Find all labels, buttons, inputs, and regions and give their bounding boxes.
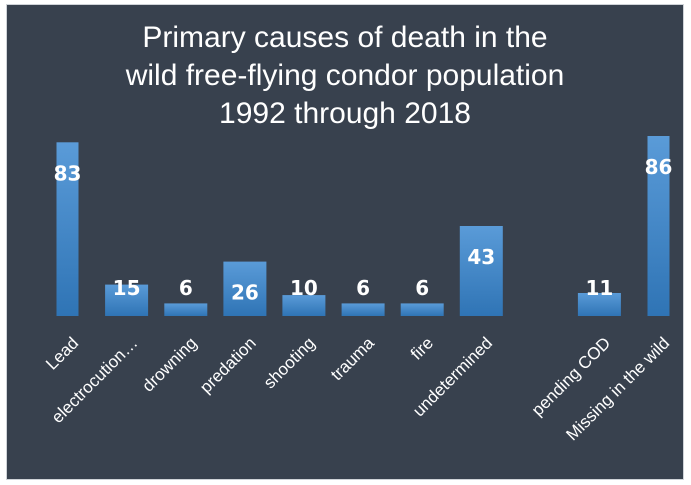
category-label-trauma: trauma xyxy=(327,333,378,384)
bar-undetermined xyxy=(459,226,503,316)
category-label-lead: Lead xyxy=(42,333,82,373)
bar-lead xyxy=(56,142,79,316)
bars-group xyxy=(56,136,670,316)
bar-predation xyxy=(223,261,267,316)
data-label-fire: 6 xyxy=(415,276,429,300)
data-label-pending-cod: 11 xyxy=(585,276,613,300)
chart-title-line-2: wild free-flying condor population xyxy=(125,59,565,92)
bar-electrocution xyxy=(105,284,149,316)
data-label-undetermined: 43 xyxy=(467,245,495,269)
chart-title-line-1: Primary causes of death in the xyxy=(142,21,548,54)
bar-fire xyxy=(400,303,444,316)
category-label-drowning: drowning xyxy=(138,333,200,395)
category-label-predation: predation xyxy=(196,333,260,397)
data-label-predation: 26 xyxy=(231,281,259,305)
data-label-electrocution: 15 xyxy=(113,276,141,300)
bar-missing-in-the-wild xyxy=(647,136,670,316)
bar-shooting xyxy=(282,295,326,316)
category-label-missing-in-the-wild: Missing in the wild xyxy=(562,333,673,444)
data-label-shooting: 10 xyxy=(290,276,318,300)
bar-pending-cod xyxy=(577,293,621,316)
bar-drowning xyxy=(164,303,208,316)
data-label-trauma: 6 xyxy=(356,276,370,300)
category-label-shooting: shooting xyxy=(260,333,319,392)
category-label-fire: fire xyxy=(407,333,437,363)
data-labels-group: 83 15 6 26 10 6 6 43 11 86 xyxy=(54,155,673,305)
data-label-drowning: 6 xyxy=(179,276,193,300)
data-label-lead: 83 xyxy=(54,161,82,185)
chart-title-line-3: 1992 through 2018 xyxy=(219,97,471,130)
bar-trauma xyxy=(341,303,385,316)
data-label-missing-in-the-wild: 86 xyxy=(645,155,673,179)
chart-title: Primary causes of death in the wild free… xyxy=(7,19,683,133)
chart-frame: Primary causes of death in the wild free… xyxy=(6,4,684,480)
